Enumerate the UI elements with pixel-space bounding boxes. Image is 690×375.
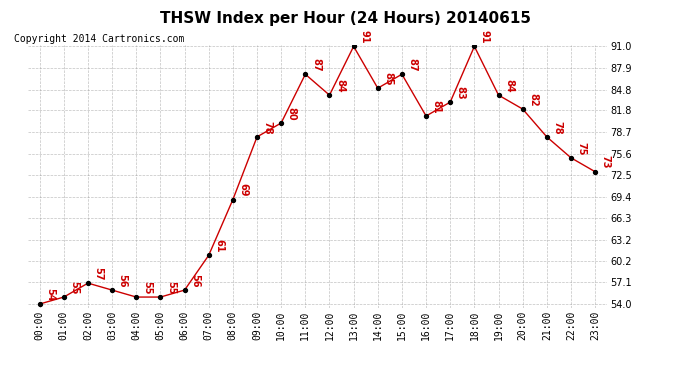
Text: 82: 82 — [529, 93, 538, 106]
Point — [299, 71, 310, 77]
Point — [541, 134, 552, 140]
Point — [518, 106, 529, 112]
Point — [106, 287, 117, 293]
Point — [130, 294, 142, 300]
Point — [228, 196, 239, 202]
Text: 54: 54 — [46, 288, 55, 301]
Text: 73: 73 — [601, 156, 611, 169]
Point — [324, 92, 335, 98]
Text: Copyright 2014 Cartronics.com: Copyright 2014 Cartronics.com — [14, 34, 184, 44]
Text: 78: 78 — [263, 120, 273, 134]
Point — [155, 294, 166, 300]
Text: 61: 61 — [215, 239, 224, 252]
Text: 78: 78 — [553, 120, 562, 134]
Point — [276, 120, 287, 126]
Point — [420, 113, 432, 119]
Text: 75: 75 — [577, 141, 586, 155]
Text: 56: 56 — [190, 274, 200, 287]
Point — [34, 301, 46, 307]
Text: THSW  (°F): THSW (°F) — [593, 31, 656, 40]
Text: 80: 80 — [287, 106, 297, 120]
Text: 55: 55 — [142, 281, 152, 294]
Text: 55: 55 — [166, 281, 176, 294]
Point — [373, 85, 384, 91]
Point — [348, 44, 359, 50]
Text: 83: 83 — [456, 86, 466, 99]
Text: 81: 81 — [432, 100, 442, 113]
Text: 84: 84 — [504, 79, 514, 92]
Text: 56: 56 — [118, 274, 128, 287]
Point — [203, 252, 214, 258]
Point — [589, 169, 600, 175]
Point — [493, 92, 504, 98]
Point — [469, 44, 480, 50]
Text: 91: 91 — [480, 30, 490, 44]
Point — [58, 294, 69, 300]
Text: 87: 87 — [408, 58, 417, 72]
Point — [396, 71, 407, 77]
Point — [83, 280, 94, 286]
Point — [444, 99, 455, 105]
Text: 55: 55 — [70, 281, 79, 294]
Text: 85: 85 — [384, 72, 393, 86]
Point — [179, 287, 190, 293]
Point — [251, 134, 262, 140]
Text: 91: 91 — [359, 30, 369, 44]
Point — [565, 155, 576, 161]
Text: 87: 87 — [311, 58, 321, 72]
Text: THSW Index per Hour (24 Hours) 20140615: THSW Index per Hour (24 Hours) 20140615 — [159, 11, 531, 26]
Text: 69: 69 — [239, 183, 248, 197]
Text: 84: 84 — [335, 79, 345, 92]
Text: 57: 57 — [94, 267, 104, 280]
